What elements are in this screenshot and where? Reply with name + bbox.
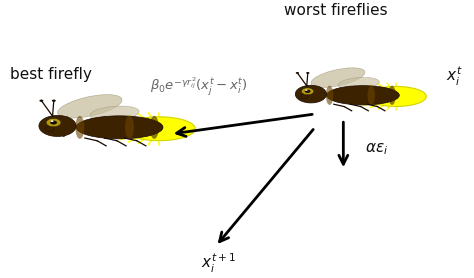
Ellipse shape — [326, 86, 333, 105]
Ellipse shape — [100, 116, 109, 139]
Ellipse shape — [125, 116, 134, 139]
Text: $x_i^t$: $x_i^t$ — [446, 65, 463, 88]
Text: $x_i^{t+1}$: $x_i^{t+1}$ — [201, 252, 236, 275]
Ellipse shape — [50, 121, 57, 125]
Text: $\beta_0 e^{-\gamma r_{ij}^2}(x_j^t - x_i^t)$: $\beta_0 e^{-\gamma r_{ij}^2}(x_j^t - x_… — [150, 76, 248, 98]
Ellipse shape — [51, 120, 54, 122]
Text: worst fireflies: worst fireflies — [284, 3, 388, 18]
Ellipse shape — [52, 100, 56, 102]
Ellipse shape — [46, 118, 61, 127]
Ellipse shape — [338, 77, 379, 90]
Ellipse shape — [150, 116, 159, 139]
Text: $x_j^t$: $x_j^t$ — [54, 115, 71, 140]
Ellipse shape — [305, 90, 308, 91]
Ellipse shape — [346, 86, 354, 105]
Ellipse shape — [327, 86, 399, 105]
Ellipse shape — [39, 100, 44, 102]
Ellipse shape — [388, 86, 396, 105]
Ellipse shape — [75, 116, 84, 139]
Ellipse shape — [305, 90, 310, 93]
Ellipse shape — [296, 72, 299, 74]
Ellipse shape — [123, 117, 195, 141]
Text: best firefly: best firefly — [10, 67, 92, 82]
Ellipse shape — [57, 95, 122, 118]
Ellipse shape — [366, 86, 426, 106]
Ellipse shape — [76, 116, 163, 139]
Text: $\alpha\varepsilon_i$: $\alpha\varepsilon_i$ — [365, 141, 388, 157]
Ellipse shape — [367, 86, 375, 105]
Ellipse shape — [301, 88, 314, 95]
Ellipse shape — [295, 85, 327, 103]
Ellipse shape — [39, 115, 76, 136]
Ellipse shape — [301, 94, 308, 99]
Ellipse shape — [306, 72, 310, 74]
Ellipse shape — [90, 106, 139, 121]
Ellipse shape — [311, 68, 365, 88]
Ellipse shape — [45, 126, 54, 131]
